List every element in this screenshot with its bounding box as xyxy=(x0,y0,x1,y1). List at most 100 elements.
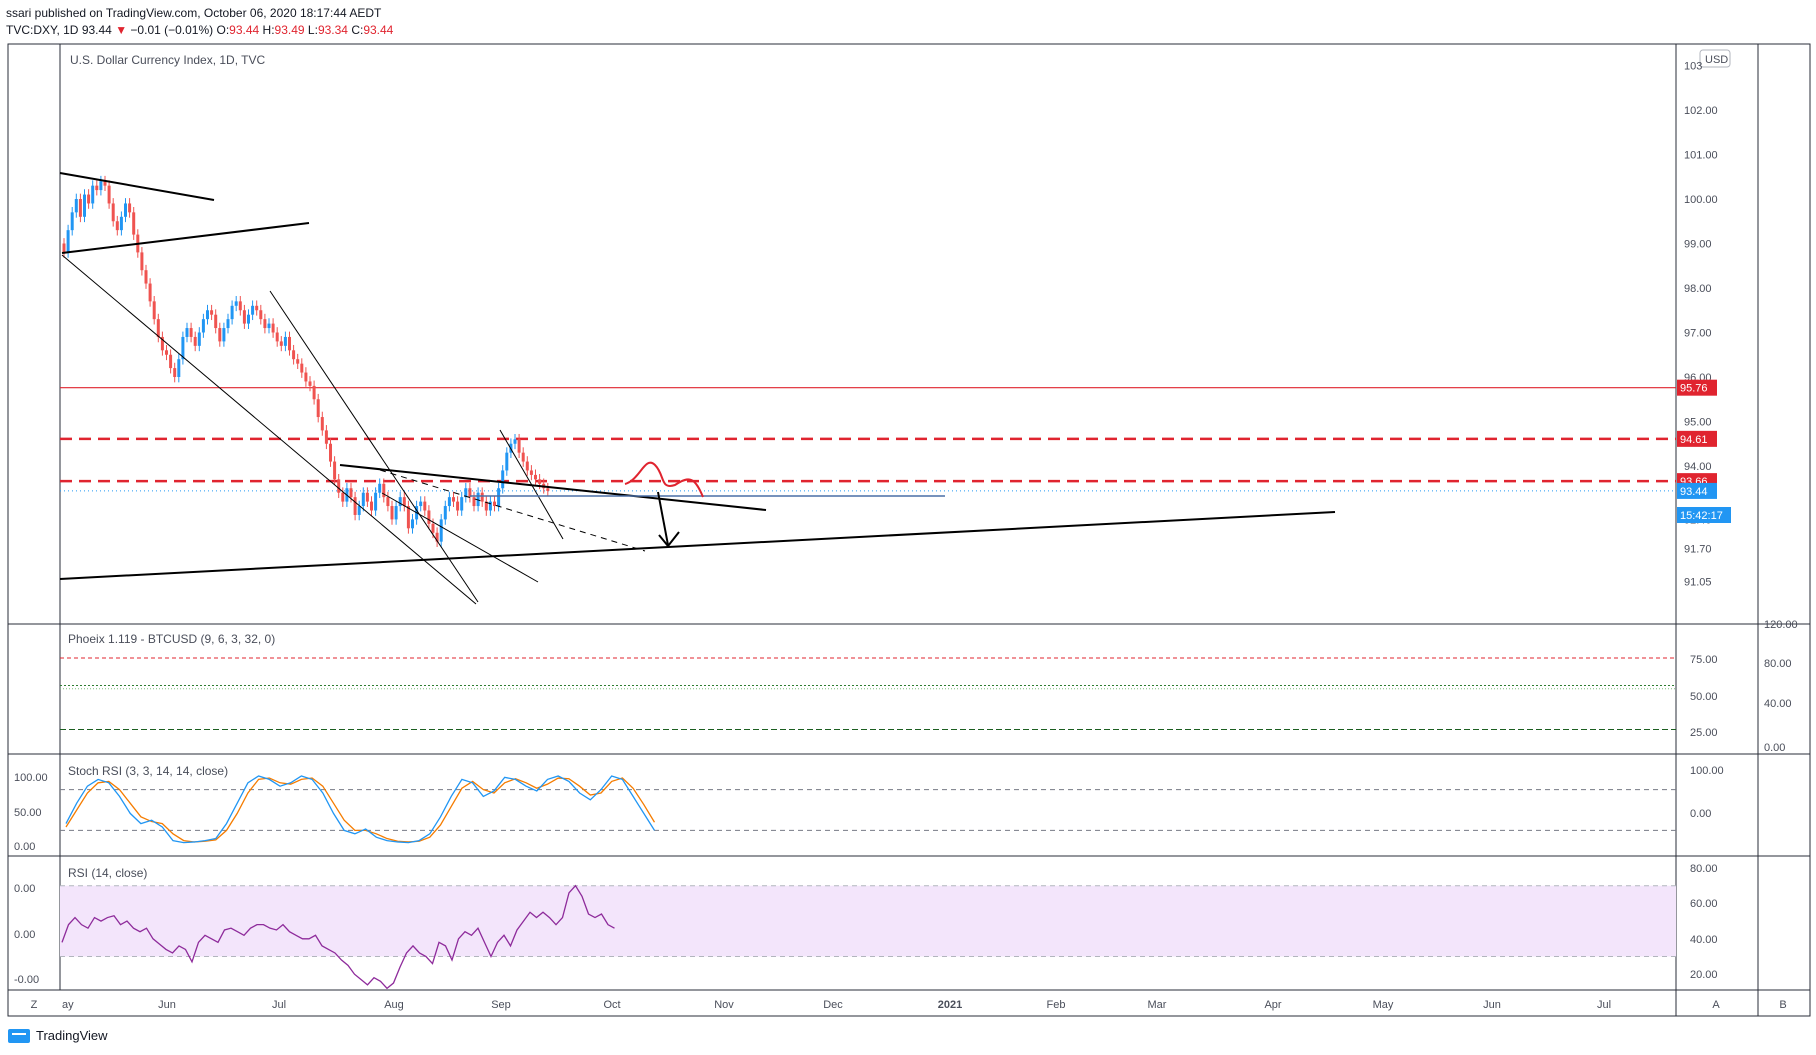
currency-button[interactable] xyxy=(1699,49,1731,68)
candle-body xyxy=(255,305,259,311)
price-tick-label: 95.00 xyxy=(1684,417,1712,429)
stoch-left-tick-label: 0.00 xyxy=(14,841,35,853)
candle-body xyxy=(226,319,230,329)
price-badge-label: 93.44 xyxy=(1680,486,1708,498)
candle-body xyxy=(169,354,173,369)
candle-body xyxy=(230,305,234,320)
candle-body xyxy=(201,319,205,333)
high-label: H: xyxy=(262,23,275,37)
main-chart-title: U.S. Dollar Currency Index, 1D, TVC xyxy=(70,53,266,67)
candle-body xyxy=(497,488,501,507)
candle-body xyxy=(222,328,226,342)
candle-body xyxy=(398,497,402,507)
brand-label: TradingView xyxy=(36,1028,108,1043)
time-axis-label: Oct xyxy=(603,999,620,1011)
candle-body xyxy=(78,199,82,217)
price-tick-label: 91.05 xyxy=(1684,577,1712,589)
candle-body xyxy=(128,203,132,213)
candle-body xyxy=(177,359,181,377)
candle-body xyxy=(296,359,300,364)
candle-body xyxy=(156,319,160,337)
candle-body xyxy=(546,488,550,491)
candle-body xyxy=(390,506,394,520)
rsi-tick-label: 40.00 xyxy=(1690,934,1718,946)
projection-curve xyxy=(624,461,704,498)
candle-body xyxy=(484,501,488,511)
footer: TradingView xyxy=(8,1028,108,1043)
phoeix-right-tick-label: 80.00 xyxy=(1764,658,1792,670)
candle-body xyxy=(148,283,152,302)
low-label: L: xyxy=(307,23,318,37)
tradingview-logo-icon xyxy=(8,1028,30,1043)
candle-body xyxy=(435,532,439,542)
candle-body xyxy=(173,368,177,377)
candle-body xyxy=(394,506,398,520)
candle-body xyxy=(193,336,197,346)
arrow-head-icon xyxy=(658,531,680,548)
candle-body xyxy=(304,372,308,382)
candle-body xyxy=(329,443,332,462)
candle-body xyxy=(263,319,267,329)
candle-body xyxy=(275,332,279,342)
currency-label[interactable]: USD xyxy=(1705,54,1728,66)
candle-body xyxy=(402,497,406,507)
candle-body xyxy=(91,185,95,204)
candle-body xyxy=(144,270,148,284)
candle-body xyxy=(480,492,484,502)
candle-body xyxy=(83,194,86,217)
candle-body xyxy=(267,323,271,329)
time-axis-label: Nov xyxy=(714,999,734,1011)
rsi-tick-label: 20.00 xyxy=(1690,969,1718,981)
candle-body xyxy=(99,181,103,191)
candle-body xyxy=(501,470,505,489)
stoch-d-line xyxy=(65,777,656,843)
candle-body xyxy=(378,483,382,493)
candle-body xyxy=(337,479,341,493)
candle-body xyxy=(181,336,185,360)
open-label: O: xyxy=(216,23,230,37)
candle-body xyxy=(460,497,464,511)
candle-body xyxy=(513,439,517,444)
candle-body xyxy=(316,399,320,418)
candle-body xyxy=(111,203,115,222)
last-price: 93.44 xyxy=(81,23,112,37)
trendline xyxy=(339,464,767,511)
time-axis-label: ay xyxy=(62,999,74,1011)
candle-body xyxy=(488,501,492,511)
candle-body xyxy=(70,212,74,231)
candle-body xyxy=(206,310,209,320)
candle-body xyxy=(468,488,472,498)
candle-body xyxy=(119,216,123,231)
candle-body xyxy=(419,501,423,507)
arrow-shaft xyxy=(657,491,669,546)
candle-body xyxy=(423,501,427,511)
trendline xyxy=(269,290,479,603)
stoch-k-line xyxy=(65,775,656,844)
bottom-button-a[interactable]: A xyxy=(1712,999,1720,1011)
candle-body xyxy=(103,181,107,186)
rsi-line xyxy=(61,884,615,990)
time-axis-label: Feb xyxy=(1047,999,1066,1011)
bottom-button-b[interactable]: B xyxy=(1779,999,1786,1011)
price-tick-label: 102.00 xyxy=(1684,105,1718,117)
candle-body xyxy=(529,470,533,475)
candle-body xyxy=(312,385,316,400)
candle-body xyxy=(140,252,144,271)
phoeix-right-tick-label: 0.00 xyxy=(1764,742,1785,754)
candle-body xyxy=(152,301,156,320)
phoeix-panel-title: Phoeix 1.119 - BTCUSD (9, 6, 3, 32, 0) xyxy=(68,632,275,646)
bottom-button-z[interactable]: Z xyxy=(31,999,38,1011)
price-tick-label: 103 xyxy=(1684,61,1702,73)
time-axis-label: 2021 xyxy=(938,999,962,1011)
candle-body xyxy=(361,492,365,507)
time-axis-label: Mar xyxy=(1148,999,1167,1011)
candle-body xyxy=(214,314,218,329)
candle-body xyxy=(365,492,369,502)
candle-body xyxy=(185,328,189,337)
candle-body xyxy=(505,452,509,471)
candle-body xyxy=(283,336,287,346)
time-axis-label: Jul xyxy=(1597,999,1611,1011)
candle-body xyxy=(406,506,410,529)
price-change: −0.01 (−0.01%) xyxy=(130,23,214,37)
